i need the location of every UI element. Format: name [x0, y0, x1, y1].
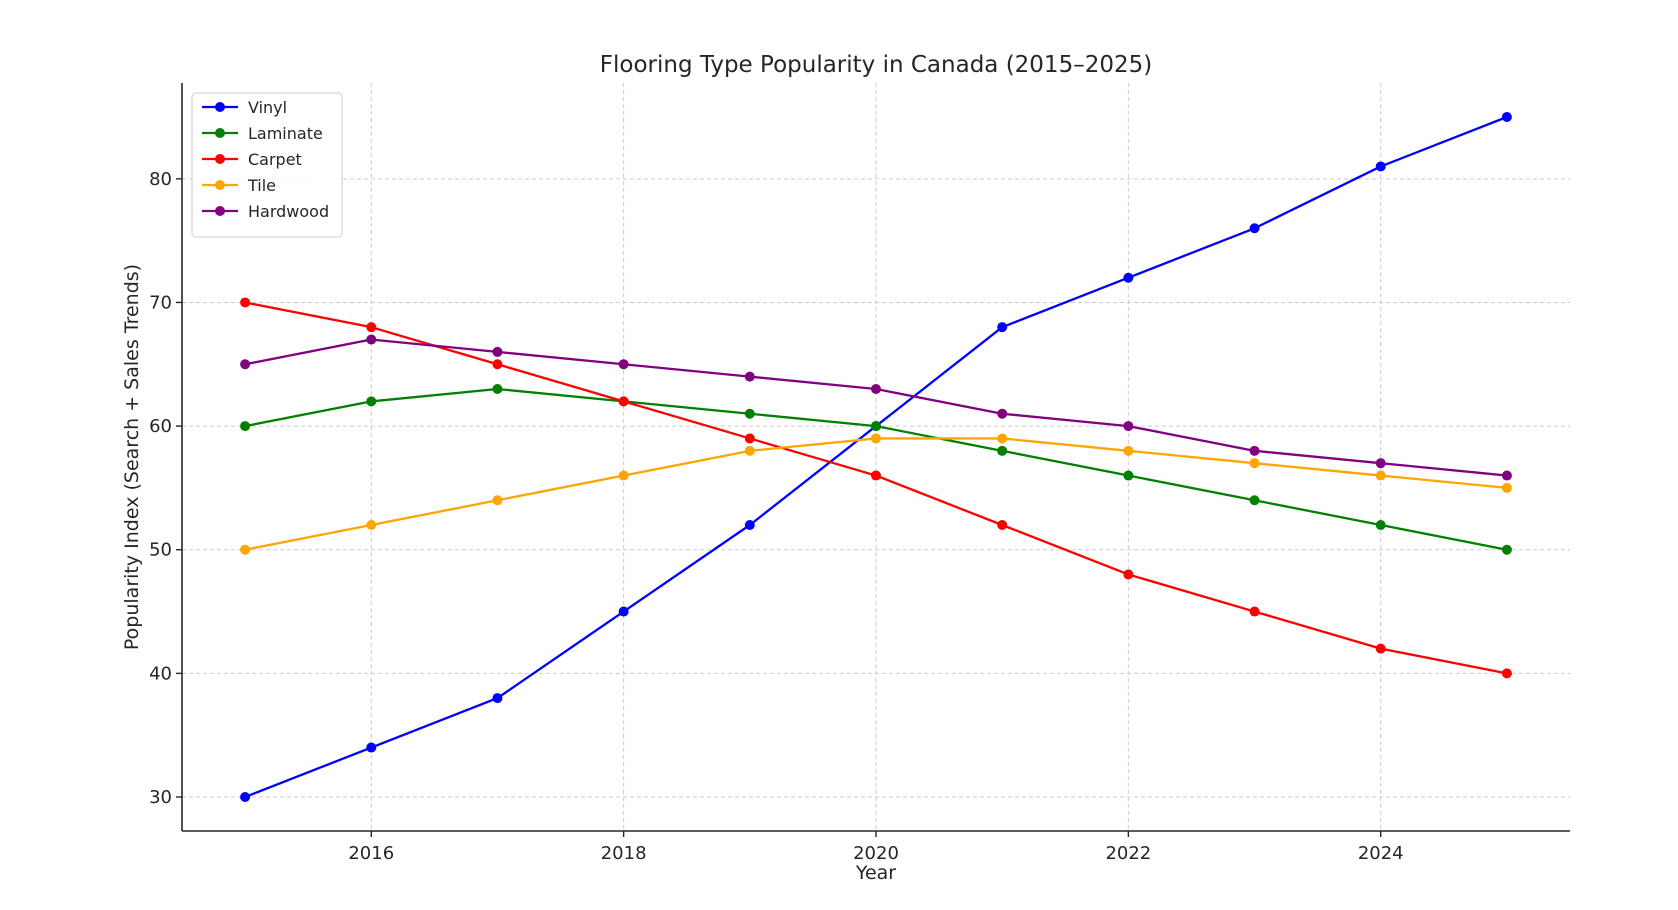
data-point-tile: [618, 470, 629, 481]
data-point-hardwood: [1123, 421, 1134, 432]
data-point-carpet: [1123, 569, 1134, 580]
ticks: 2016 2018 2020 2022 2024 30 40 50 60 70 80: [149, 169, 1404, 864]
series-carpet: [240, 297, 1512, 679]
data-point-tile: [1375, 470, 1386, 481]
data-point-carpet: [744, 433, 755, 444]
x-tick-label: 2024: [1358, 843, 1404, 864]
legend-box: [191, 92, 343, 238]
series-tile: [240, 433, 1512, 555]
data-point-vinyl: [1123, 272, 1134, 283]
legend-marker-hardwood: [215, 206, 225, 216]
legend-item-vinyl: Vinyl: [202, 98, 287, 117]
data-point-tile: [366, 520, 377, 530]
data-point-laminate: [871, 421, 881, 432]
series-laminate: [240, 384, 1512, 555]
legend-item-laminate: Laminate: [202, 124, 323, 143]
x-tick-label: 2022: [1105, 843, 1151, 864]
y-tick-label: 80: [149, 169, 172, 190]
data-point-carpet: [1249, 606, 1260, 617]
legend-marker-tile: [215, 180, 225, 190]
data-point-hardwood: [1249, 445, 1260, 456]
data-point-laminate: [492, 384, 503, 394]
y-tick-label: 30: [149, 787, 172, 808]
legend: Vinyl Laminate Carpet Tile Hardwood: [191, 92, 343, 238]
x-tick-label: 2020: [853, 843, 899, 864]
y-axis-label: Popularity Index (Search + Sales Trends): [121, 264, 143, 650]
legend-label-laminate: Laminate: [248, 124, 323, 143]
data-point-laminate: [997, 445, 1008, 456]
x-axis-label: Year: [855, 862, 896, 884]
data-point-laminate: [1249, 495, 1260, 506]
data-point-carpet: [618, 396, 629, 407]
data-point-carpet: [1375, 643, 1386, 654]
data-point-hardwood: [1501, 470, 1512, 481]
data-point-tile: [1501, 482, 1512, 493]
data-point-carpet: [366, 322, 377, 333]
data-point-vinyl: [1375, 161, 1386, 172]
x-tick-label: 2018: [601, 843, 647, 864]
legend-label-tile: Tile: [247, 176, 276, 195]
x-tick-label: 2016: [348, 843, 394, 864]
data-point-hardwood: [366, 334, 377, 345]
legend-label-hardwood: Hardwood: [248, 202, 329, 221]
data-point-tile: [492, 495, 503, 506]
data-point-vinyl: [492, 693, 503, 704]
data-point-carpet: [997, 520, 1008, 530]
data-point-hardwood: [871, 384, 881, 394]
legend-marker-vinyl: [215, 102, 225, 112]
data-point-laminate: [744, 408, 755, 419]
data-point-tile: [744, 445, 755, 456]
legend-label-carpet: Carpet: [248, 150, 302, 169]
data-point-hardwood: [618, 359, 629, 370]
data-point-carpet: [240, 297, 251, 308]
data-point-laminate: [366, 396, 377, 407]
legend-label-vinyl: Vinyl: [248, 98, 287, 117]
data-point-vinyl: [1501, 112, 1512, 122]
data-point-vinyl: [997, 322, 1008, 333]
data-point-carpet: [492, 359, 503, 370]
grid: [182, 83, 1570, 831]
legend-item-tile: Tile: [202, 176, 276, 195]
data-point-tile: [1249, 458, 1260, 469]
data-point-tile: [240, 544, 251, 555]
data-point-vinyl: [744, 520, 755, 530]
y-tick-label: 70: [149, 292, 172, 313]
data-point-hardwood: [997, 408, 1008, 419]
data-point-laminate: [1375, 520, 1386, 530]
legend-marker-carpet: [215, 154, 225, 164]
series-layer: [240, 112, 1512, 802]
data-point-vinyl: [366, 742, 377, 753]
data-point-laminate: [1123, 470, 1134, 481]
data-point-laminate: [1501, 544, 1512, 555]
data-point-tile: [871, 433, 881, 444]
chart-title: Flooring Type Popularity in Canada (2015…: [600, 52, 1152, 78]
y-tick-label: 60: [149, 416, 172, 437]
data-point-hardwood: [240, 359, 251, 370]
data-point-tile: [1123, 445, 1134, 456]
y-tick-label: 50: [149, 540, 172, 561]
data-point-carpet: [871, 470, 881, 481]
data-point-laminate: [240, 421, 251, 432]
data-point-carpet: [1501, 668, 1512, 679]
legend-item-hardwood: Hardwood: [202, 202, 329, 221]
data-point-vinyl: [1249, 223, 1260, 234]
series-hardwood: [240, 334, 1512, 481]
legend-item-carpet: Carpet: [202, 150, 302, 169]
data-point-vinyl: [618, 606, 629, 617]
y-tick-label: 40: [149, 663, 172, 684]
data-point-hardwood: [492, 346, 503, 357]
data-point-vinyl: [240, 792, 251, 802]
data-point-tile: [997, 433, 1008, 444]
data-point-hardwood: [1375, 458, 1386, 469]
legend-marker-laminate: [215, 128, 225, 138]
data-point-hardwood: [744, 371, 755, 382]
